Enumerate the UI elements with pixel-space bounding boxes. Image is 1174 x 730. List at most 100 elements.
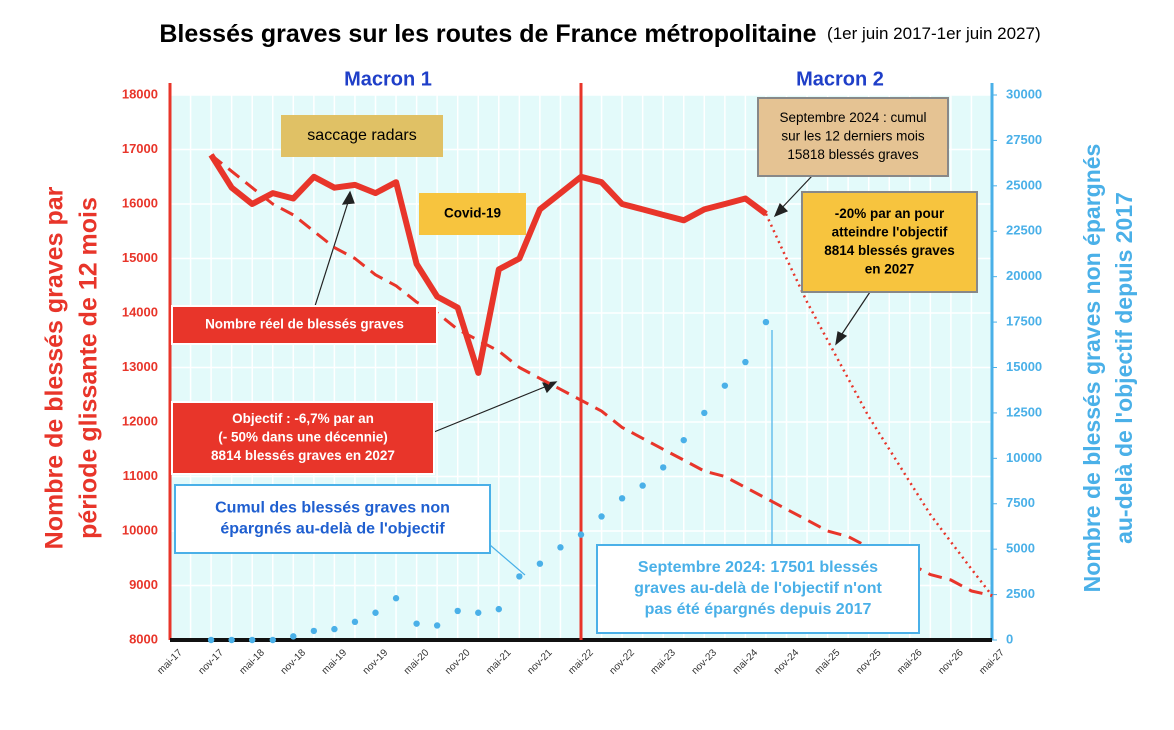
annotation-box [419, 193, 526, 235]
x-tick-label: nov-19 [361, 647, 391, 677]
x-tick-label: nov-23 [690, 647, 720, 677]
y-tick-label: 14000 [122, 304, 158, 319]
data-point [392, 595, 400, 602]
y2-tick-label: 2500 [1006, 586, 1035, 601]
y-axis-title-line: Nombre de blessés graves par [41, 186, 69, 549]
annotation-text: Septembre 2024: 17501 blessés [638, 559, 878, 576]
annotation-box [281, 115, 443, 157]
data-point [269, 636, 276, 644]
annotation-text: sur les 12 derniers mois [781, 129, 925, 144]
annotation-text: (- 50% dans une décennie) [218, 430, 388, 445]
x-tick-label: mai-18 [238, 647, 268, 677]
data-point [475, 609, 482, 616]
arrow [489, 544, 526, 576]
annotation-text: 15818 blessés graves [787, 147, 919, 162]
x-tick-label: nov-22 [607, 647, 637, 677]
y-tick-label: 8000 [129, 631, 158, 646]
x-tick-label: mai-20 [402, 647, 432, 677]
data-point [762, 318, 770, 326]
data-point [207, 636, 215, 644]
annotation: Septembre 2024: 17501 blessés graves au-d… [596, 544, 920, 634]
x-tick-label: nov-18 [279, 647, 309, 677]
data-point [721, 382, 729, 389]
series-line [764, 213, 993, 597]
x-tick-label: nov-20 [443, 647, 473, 677]
y-tick-label: 17000 [122, 141, 158, 156]
data-point [701, 409, 708, 417]
annotation-box [171, 401, 435, 475]
annotation-box [596, 544, 920, 634]
annotation-text: Objectif : -6,7% par an [232, 411, 374, 426]
arrow [314, 195, 351, 307]
x-tick-label: nov-17 [196, 647, 226, 677]
annotation-box [757, 97, 949, 177]
data-point [536, 560, 544, 567]
data-point [413, 620, 420, 627]
annotation-text: 8814 blessés graves en 2027 [211, 448, 395, 463]
y2-tick-label: 20000 [1006, 268, 1042, 283]
annotation-text: -20% par an pour [835, 206, 945, 221]
y-axis-title: Nombre de blessés graves par période gli… [41, 186, 103, 549]
data-point [228, 636, 235, 644]
y-axis-title-line: période glissante de 12 mois [75, 197, 103, 539]
data-point [598, 513, 605, 520]
y-tick-label: 11000 [123, 468, 158, 483]
x-tick-label: mai-19 [320, 647, 350, 677]
x-tick-label: mai-23 [649, 647, 679, 677]
y2-tick-label: 12500 [1006, 404, 1042, 419]
annotation-box [171, 305, 438, 345]
y2-tick-label: 5000 [1006, 541, 1035, 556]
x-tick-label: nov-26 [936, 647, 966, 677]
y-tick-label: 9000 [129, 577, 158, 592]
arrowhead [835, 331, 848, 346]
annotation-box [801, 191, 978, 293]
data-point [680, 436, 687, 444]
y2-axis-title-line: au-delà de l'objectif depuis 2017 [1111, 192, 1137, 544]
annotation-text: graves au-delà de l'objectif n'ont [634, 580, 882, 597]
x-tick-label: nov-25 [854, 647, 884, 677]
y2-tick-label: 15000 [1006, 359, 1042, 374]
data-point [660, 464, 667, 471]
x-tick-label: mai-22 [566, 647, 596, 677]
annotation: -20% par an pour atteindre l'objectif 8814… [801, 191, 978, 293]
x-tick-label: mai-24 [731, 647, 761, 677]
x-tick-label: mai-17 [155, 647, 185, 677]
annotation-text: saccage radars [307, 127, 416, 144]
y-tick-label: 15000 [122, 250, 158, 265]
y2-tick-label: 0 [1006, 631, 1013, 646]
period-label: Macron 2 [796, 68, 884, 90]
annotation: Objectif : -6,7% par an (- 50% dans une d… [171, 401, 435, 475]
x-tick-label: nov-21 [525, 647, 555, 677]
y2-tick-label: 25000 [1006, 177, 1042, 192]
y2-tick-label: 30000 [1006, 86, 1042, 101]
data-point [249, 636, 256, 644]
data-point [557, 544, 564, 551]
annotation-text: Septembre 2024 : cumul [779, 110, 926, 125]
y2-axis-title: Nombre de blessés graves non épargnés au… [1079, 144, 1137, 593]
y2-tick-label: 17500 [1006, 314, 1042, 329]
arrowhead [341, 190, 355, 205]
arrow [837, 291, 871, 341]
y2-tick-label: 22500 [1006, 223, 1042, 238]
arrow [433, 383, 553, 433]
data-point [351, 618, 359, 626]
annotation-text: pas été épargnés depuis 2017 [645, 601, 872, 618]
data-point [639, 482, 646, 489]
data-point [495, 605, 502, 613]
chart-title-group: Blessés graves sur les routes de France … [159, 20, 1040, 48]
annotation-text: Cumul des blessés graves non [215, 500, 450, 517]
data-point [618, 495, 626, 502]
data-point [516, 573, 523, 580]
y-tick-label: 12000 [122, 413, 158, 428]
annotation-text: en 2027 [865, 261, 915, 276]
data-point [310, 627, 318, 635]
arrows [314, 175, 871, 576]
chart-title: Blessés graves sur les routes de France … [159, 20, 816, 48]
annotation-text: Covid-19 [444, 206, 501, 221]
arrow [777, 175, 813, 213]
x-tick-label: mai-25 [813, 647, 843, 677]
y2-tick-label: 10000 [1006, 450, 1042, 465]
annotation-text: atteindre l'objectif [832, 224, 948, 239]
x-tick-label: nov-24 [772, 647, 802, 677]
annotation: Nombre réel de blessés graves [171, 305, 438, 345]
